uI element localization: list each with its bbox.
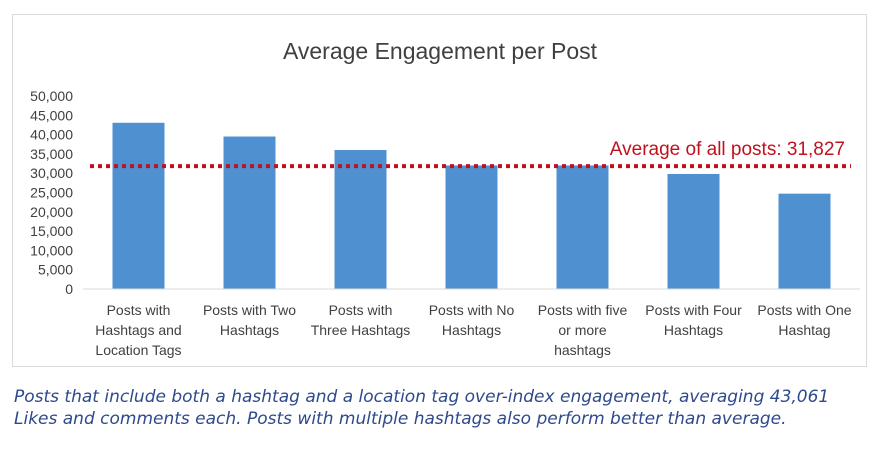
bars (112, 122, 831, 289)
chart-title: Average Engagement per Post (283, 38, 598, 64)
y-tick-label: 45,000 (30, 107, 73, 123)
x-tick-label: Posts with Two Hashtags (203, 302, 296, 338)
x-tick-label: Posts with No Hashtags (429, 302, 515, 338)
y-tick-label: 15,000 (30, 223, 73, 239)
x-axis: Posts with Hashtags and Location Tags Posts… (83, 288, 860, 358)
bar (445, 165, 498, 289)
y-tick-label: 25,000 (30, 185, 73, 201)
average-label: Average of all posts: 31,827 (610, 139, 845, 160)
bar (667, 173, 720, 289)
engagement-bar-chart: Average Engagement per Post 0 5,000 10,000… (30, 38, 860, 358)
bar (556, 165, 609, 289)
x-tick-label: Posts with One Hashtag (757, 302, 851, 338)
y-tick-label: 30,000 (30, 165, 73, 181)
bar (112, 122, 165, 289)
y-tick-label: 40,000 (30, 127, 73, 143)
chart-frame: Average Engagement per Post 0 5,000 10,000… (12, 14, 867, 367)
bar (778, 193, 831, 289)
y-tick-label: 20,000 (30, 204, 73, 220)
y-tick-label: 5,000 (38, 262, 73, 278)
x-tick-label: Posts with Hashtags and Location Tags (95, 302, 181, 358)
y-tick-label: 0 (65, 281, 73, 297)
bar (223, 136, 276, 289)
x-tick-label: Posts with Three Hashtags (311, 302, 411, 338)
x-tick-label: Posts with five or more hashtags (538, 302, 628, 358)
y-tick-label: 35,000 (30, 146, 73, 162)
y-axis: 0 5,000 10,000 15,000 20,000 25,000 30,000 35,0… (30, 88, 73, 297)
y-tick-label: 10,000 (30, 242, 73, 258)
bar (334, 150, 387, 289)
x-tick-label: Posts with Four Hashtags (645, 302, 742, 338)
chart-caption: Posts that include both a hashtag and a … (14, 387, 830, 429)
average-reference: Average of all posts: 31,827 (90, 139, 851, 169)
y-tick-label: 50,000 (30, 88, 73, 104)
